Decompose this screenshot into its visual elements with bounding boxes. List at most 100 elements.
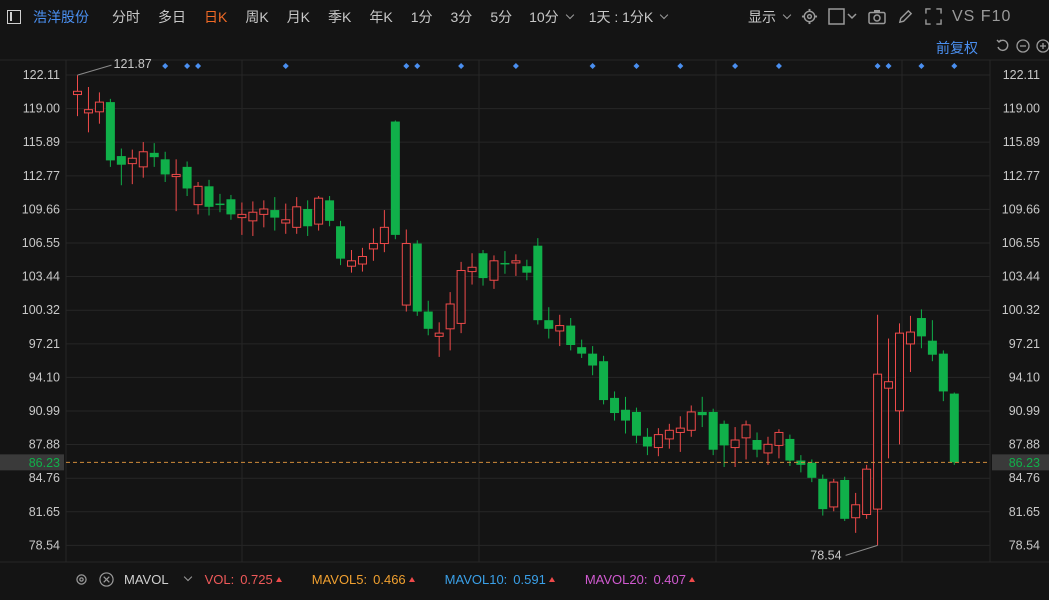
chart-controls [996,39,1049,53]
tab-yuek[interactable]: 月K [286,8,311,25]
candle [796,455,806,473]
y-tick-label-left: 115.89 [23,135,60,149]
candle [653,428,663,457]
vs-f10-button[interactable]: VS F10 [952,7,1012,25]
candle [160,151,170,182]
gear-icon[interactable] [74,572,89,587]
stock-name[interactable]: 浩洋股份 [33,8,89,25]
square-dropdown-icon[interactable] [828,8,858,26]
indicator-name[interactable]: MAVOL [124,571,169,587]
candle [511,254,521,276]
tab-10min-dropdown[interactable]: 10分 [521,7,581,27]
gear-icon[interactable] [800,8,818,26]
reset-icon[interactable] [996,39,1010,53]
zoom-out-icon[interactable] [1016,39,1030,53]
candle [697,396,707,428]
candle [522,259,532,281]
candle [610,391,620,421]
event-marker-icon [677,63,684,69]
close-icon[interactable] [99,571,114,587]
candle [895,323,904,445]
vol-value: 0.725 [240,571,273,587]
tab-3min[interactable]: 3分 [450,8,473,25]
y-tick-label-left: 122.11 [23,68,60,82]
pencil-icon[interactable] [896,8,914,26]
candle [215,193,225,213]
tab-zhouk[interactable]: 周K [245,8,269,25]
candle [434,322,444,357]
tab-rik[interactable]: 日K [204,8,228,25]
y-tick-label-right: 90.99 [1009,404,1040,418]
candle [927,320,937,362]
candle [741,420,751,460]
display-dropdown[interactable]: 显示 [748,7,792,27]
candle [357,247,367,272]
candle [379,210,389,253]
camera-icon[interactable] [868,8,886,26]
candle-body-down [204,186,214,207]
y-tick-label-right: 100.32 [1002,303,1040,317]
vol-label: VOL: [204,571,235,587]
mavol20-value: 0.407 [653,571,687,587]
chevron-down-icon[interactable] [183,572,192,582]
y-tick-label-right: 119.00 [1003,102,1040,116]
price-adjust-button[interactable]: 前复权 [936,40,978,56]
mavol20-label: MAVOL20: [584,571,648,587]
candle-body-up [368,243,378,250]
tab-5min[interactable]: 5分 [490,8,513,25]
candle-body-up [138,151,148,168]
zoom-in-icon[interactable] [1036,39,1049,53]
candle-body-down [642,436,652,447]
candle-body-down [105,102,115,161]
event-marker-icon [885,63,892,69]
event-marker-icon [775,63,782,69]
multi-day-dropdown[interactable]: 1天 : 1分K [581,7,676,27]
candle [949,392,959,465]
mavol10-label: MAVOL10: [444,571,508,587]
candle [840,476,850,521]
candle-body-down [500,262,510,265]
candle-body-up [171,173,181,178]
y-tick-label-right: 122.11 [1003,68,1040,82]
candle-body-down [215,203,225,206]
candle [938,350,948,402]
candle-body-up [873,373,883,510]
candle-body-up [193,185,203,206]
candle-body-up [555,325,565,332]
y-tick-label-left: 103.44 [22,270,60,284]
candle [675,416,685,452]
candle [829,478,839,512]
candle-body-up [456,270,466,324]
event-marker-icon [732,63,739,69]
y-tick-label-right: 112.77 [1003,169,1040,183]
candle [478,250,488,286]
candle-body-up [281,219,291,224]
tab-1min[interactable]: 1分 [410,8,433,25]
candle [533,238,543,325]
candle-body-down [160,159,170,175]
y-tick-label-right: 78.54 [1009,538,1040,552]
event-marker-icon [195,63,202,69]
candle [292,197,302,234]
display-label: 显示 [748,8,776,25]
candle-body-up [94,101,104,113]
candle-body-up [127,157,137,165]
up-triangle-icon [275,576,282,582]
tab-duori[interactable]: 多日 [158,8,186,25]
candle-body-up [434,332,444,337]
event-marker-icon [951,63,958,69]
tab-fenshi[interactable]: 分时 [112,8,140,25]
y-tick-label-left: 106.55 [22,236,60,250]
candle [401,229,411,312]
candle-body-down [478,253,488,279]
tab-niank[interactable]: 年K [369,8,393,25]
tab-jik[interactable]: 季K [328,8,352,25]
fullscreen-icon[interactable] [924,8,942,26]
event-marker-icon [512,63,519,69]
candle-body-down [621,409,630,421]
candle [270,197,280,231]
candle-body-down [270,210,280,218]
candle-body-up [851,504,861,519]
panel-toggle-icon[interactable] [7,9,21,24]
